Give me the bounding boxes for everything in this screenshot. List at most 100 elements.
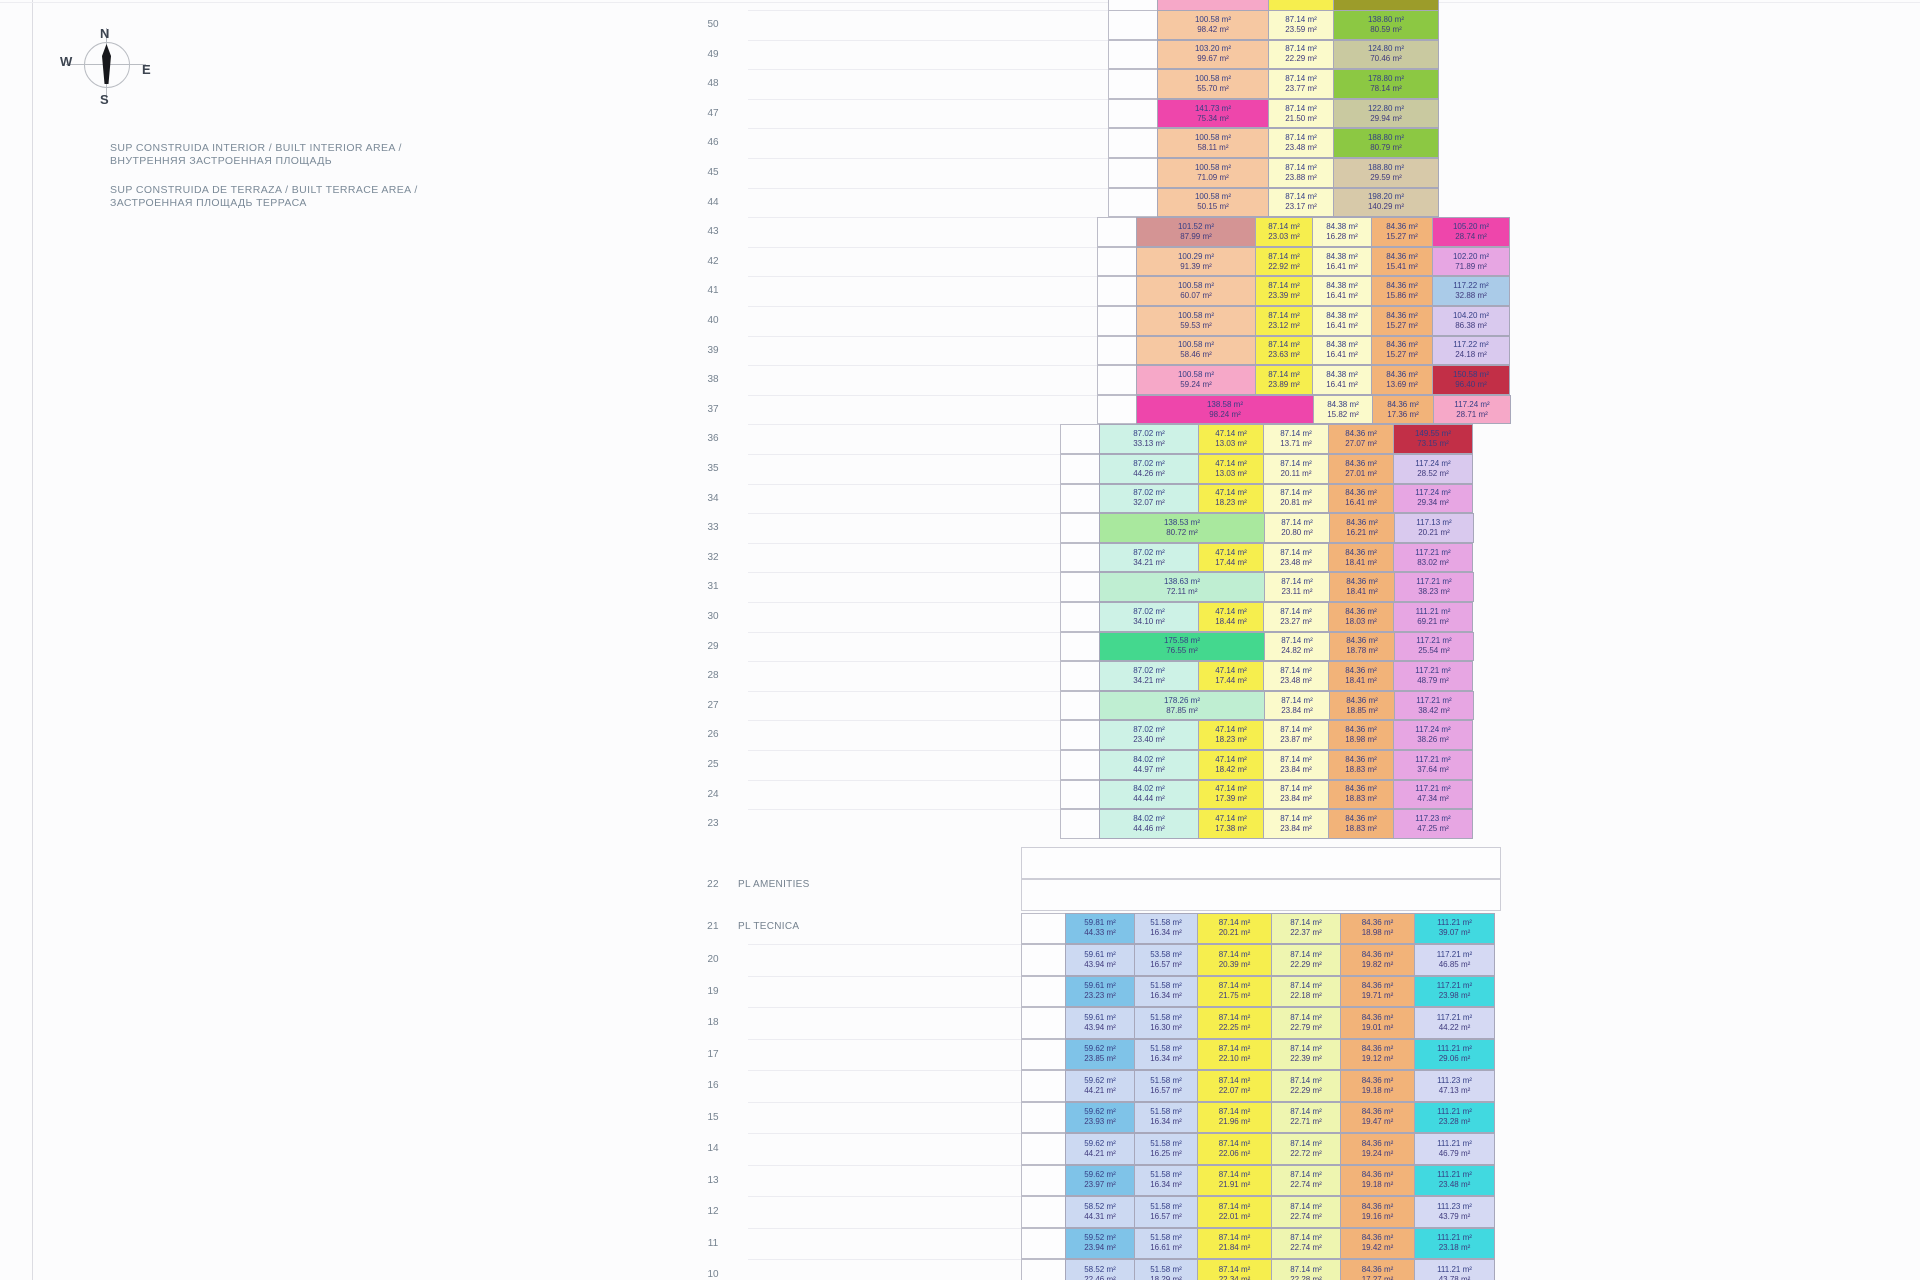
terrace-area-value: 18.98 m² (1361, 928, 1394, 938)
floor-row: 138.53 m² 80.72 m² 87.14 m² 20.80 m² 84.36 m… (1060, 513, 1474, 543)
interior-area-value: 87.14 m² (1280, 754, 1312, 764)
interior-area-value: 175.58 m² (1163, 636, 1201, 646)
floor-row: 87.02 m² 34.21 m² 47.14 m² 17.44 m² 87.14 m²… (1060, 661, 1473, 691)
interior-area-value: 84.36 m² (1386, 281, 1418, 291)
floor-row: 100.58 m² 50.15 m² 87.14 m² 23.17 m² 198.20 … (1108, 187, 1439, 218)
terrace-area-value: 13.03 m² (1215, 439, 1247, 449)
interior-area-value: 84.38 m² (1326, 340, 1358, 350)
terrace-area-value: 18.98 m² (1345, 735, 1377, 745)
interior-area-value: 87.14 m² (1280, 606, 1312, 616)
terrace-area-value: 80.79 m² (1370, 143, 1402, 153)
apartment-area-cell: 100.58 m² 55.70 m² (1157, 69, 1269, 99)
terrace-area-value: 22.10 m² (1218, 1054, 1251, 1064)
building-core-outline (1097, 217, 1137, 247)
building-core-outline (1108, 187, 1158, 218)
apartment-area-cell: 84.36 m² 18.85 m² (1329, 690, 1395, 721)
apartment-area-cell: 58.52 m² 44.31 m² (1065, 1196, 1135, 1228)
apartment-area-cell: 87.14 m² 20.81 m² (1263, 483, 1329, 514)
interior-area-value: 138.53 m² (1163, 517, 1201, 527)
terrace-area-value: 59.53 m² (1180, 320, 1212, 330)
terrace-area-value: 16.34 m² (1150, 1054, 1182, 1064)
terrace-area-value: 18.83 m² (1345, 823, 1377, 833)
floor-number: 50 (707, 19, 719, 30)
interior-area-value: 47.14 m² (1215, 606, 1247, 616)
apartment-area-cell: 47.14 m² 17.38 m² (1198, 809, 1264, 839)
apartment-area-cell: 84.36 m² 18.98 m² (1340, 912, 1415, 944)
interior-area-value: 84.38 m² (1326, 369, 1358, 379)
apartment-area-cell: 53.58 m² 16.57 m² (1134, 944, 1198, 976)
floor-number: 18 (707, 1017, 719, 1028)
apartment-area-cell: 87.14 m² 23.59 m² (1268, 10, 1334, 40)
apartment-area-cell: 117.21 m² 47.34 m² (1393, 779, 1473, 810)
apartment-area-cell: 87.02 m² 33.13 m² (1099, 424, 1199, 454)
apartment-area-cell: 47.14 m² 18.23 m² (1198, 483, 1264, 514)
interior-area-value: 117.21 m² (1416, 695, 1452, 705)
apartment-area-cell: 51.58 m² 16.57 m² (1134, 1196, 1198, 1228)
apartment-area-cell: 100.58 m² 60.07 m² (1136, 276, 1256, 306)
terrace-area-value: 23.17 m² (1285, 202, 1317, 212)
terrace-area-value: 43.94 m² (1084, 959, 1116, 969)
interior-area-value: 117.21 m² (1416, 577, 1452, 587)
interior-area-value: 87.14 m² (1281, 695, 1313, 705)
floor-leader-line (748, 483, 1060, 485)
interior-area-value: 101.52 m² (1177, 221, 1215, 231)
apartment-area-cell: 84.36 m² 18.78 m² (1329, 631, 1395, 662)
interior-area-value: 84.36 m² (1361, 918, 1394, 928)
interior-area-value: 84.36 m² (1345, 665, 1377, 675)
interior-area-value: 84.36 m² (1345, 488, 1377, 498)
building-core-outline (1097, 365, 1137, 395)
interior-area-value: 102.20 m² (1452, 251, 1490, 261)
terrace-area-value: 23.84 m² (1280, 794, 1312, 804)
terrace-area-value: 16.21 m² (1346, 527, 1378, 537)
building-core-outline (1097, 276, 1137, 306)
interior-area-value: 58.52 m² (1084, 1264, 1116, 1274)
building-core-outline (1060, 779, 1100, 810)
interior-area-value: 51.58 m² (1150, 1170, 1182, 1180)
apartment-area-cell: 100.29 m² 91.39 m² (1136, 246, 1256, 277)
interior-area-value: 47.14 m² (1215, 547, 1247, 557)
floor-leader-line (748, 394, 1097, 396)
terrace-area-value: 20.21 m² (1218, 928, 1251, 938)
interior-area-value: 87.14 m² (1268, 281, 1300, 291)
floor-leader-line (748, 276, 1097, 278)
terrace-area-value: 23.94 m² (1084, 1243, 1116, 1253)
floor-leader-line (748, 809, 1060, 811)
interior-area-value: 59.62 m² (1084, 1170, 1116, 1180)
terrace-area-value: 34.21 m² (1133, 557, 1165, 567)
apartment-area-cell: 84.36 m² 13.69 m² (1371, 365, 1433, 395)
floor-row: 59.61 m² 43.94 m² 51.58 m² 16.30 m² 87.14 m²… (1021, 1007, 1495, 1039)
interior-area-value: 111.21 m² (1437, 1138, 1472, 1148)
terrace-area-value: 87.99 m² (1180, 231, 1212, 241)
apartment-area-cell: 84.38 m² 16.41 m² (1312, 365, 1372, 395)
terrace-area-value: 23.97 m² (1084, 1180, 1116, 1190)
interior-area-value: 87.14 m² (1290, 1012, 1322, 1022)
terrace-area-value: 18.83 m² (1345, 764, 1377, 774)
terrace-area-value: 19.12 m² (1361, 1054, 1394, 1064)
interior-area-value: 105.20 m² (1452, 221, 1490, 231)
interior-area-value: 117.22 m² (1453, 281, 1489, 291)
terrace-area-value: 17.44 m² (1215, 557, 1247, 567)
interior-area-value: 117.21 m² (1416, 636, 1452, 646)
floor-row: 84.02 m² 44.46 m² 47.14 m² 17.38 m² 87.14 m²… (1060, 809, 1473, 839)
terrace-area-value: 43.78 m² (1438, 1274, 1471, 1280)
floor-number: 44 (707, 196, 719, 208)
interior-area-value: 87.02 m² (1133, 488, 1165, 498)
floor-leader-line (748, 128, 1108, 130)
apartment-area-cell: 101.52 m² 87.99 m² (1136, 217, 1256, 247)
interior-area-value: 87.14 m² (1280, 458, 1312, 468)
floor-row: 58.52 m² 22.46 m² 51.58 m² 18.29 m² 87.14 m²… (1021, 1259, 1495, 1280)
floor-number: 14 (707, 1143, 719, 1154)
interior-area-value: 87.14 m² (1280, 429, 1312, 439)
floor-row: 87.02 m² 32.07 m² 47.14 m² 18.23 m² 87.14 m²… (1060, 483, 1473, 514)
interior-area-value: 117.24 m² (1454, 399, 1490, 409)
floor-row: 59.62 m² 44.21 m² 51.58 m² 16.57 m² 87.14 m²… (1021, 1070, 1495, 1102)
interior-area-value: 84.38 m² (1326, 310, 1358, 320)
apartment-area-cell: 117.21 m² 46.85 m² (1414, 944, 1495, 976)
interior-area-value: 87.14 m² (1290, 1170, 1322, 1180)
interior-area-value: 87.14 m² (1285, 103, 1317, 113)
terrace-area-value: 86.38 m² (1455, 320, 1487, 330)
terrace-area-value: 23.28 m² (1438, 1117, 1471, 1127)
floor-row: 103.20 m² 99.67 m² 87.14 m² 22.29 m² 124.80 … (1108, 39, 1439, 70)
building-core-outline (1060, 542, 1100, 573)
apartment-area-cell: 84.36 m² 17.36 m² (1372, 394, 1434, 425)
